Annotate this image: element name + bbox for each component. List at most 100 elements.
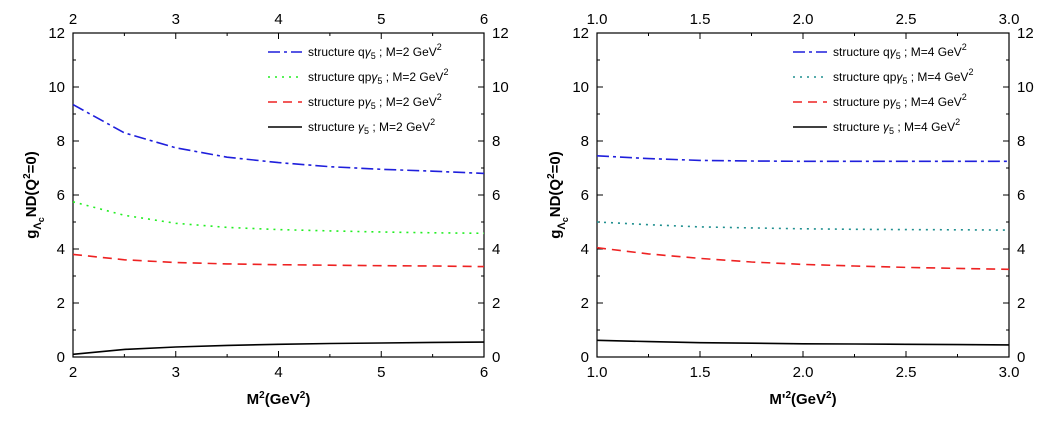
legend-label-value: =4 GeV: [921, 45, 962, 59]
series-line-2: [72, 201, 485, 235]
x-tick-label-bottom: 3.0: [999, 364, 1020, 381]
legend-label-sep: ;: [901, 45, 911, 59]
y-tick-label-left: 4: [57, 241, 65, 258]
x-axis-title-sup2: 2: [300, 390, 306, 401]
series-line-4: [596, 339, 1010, 346]
y-tick-label-right: 2: [492, 295, 500, 312]
y-axis-title-mid: ND: [547, 195, 564, 217]
y-tick-label-right: 4: [1017, 241, 1025, 258]
legend-label-pre: structure qp: [833, 70, 897, 84]
legend-label-value: =2 GeV: [396, 95, 437, 109]
y-axis-title-sub2: c: [560, 217, 570, 222]
y-tick-label-left: 10: [48, 79, 65, 96]
legend-label-m: M: [911, 95, 921, 109]
legend-label-unit-sup: 2: [430, 117, 435, 127]
x-tick-label-bottom: 2.0: [793, 364, 814, 381]
y-axis-title-tail: (Q: [23, 179, 40, 196]
x-axis-title-end: ): [305, 391, 310, 408]
y-tick-label-right: 2: [1017, 295, 1025, 312]
y-tick-label-left: 8: [57, 133, 65, 150]
legend-label-4: structure γ5 ; M=4 GeV2: [833, 117, 960, 136]
y-tick-label-left: 12: [48, 25, 65, 42]
legend-label-pre: structure q: [833, 45, 890, 59]
y-tick-label-right: 10: [1017, 79, 1034, 96]
series-line-1: [72, 103, 485, 175]
y-tick-label-right: 8: [1017, 133, 1025, 150]
legend-label-unit-sup: 2: [437, 92, 442, 102]
legend-label-gamma-sub: 5: [371, 101, 376, 111]
x-tick-label-top: 4: [274, 11, 282, 28]
legend-label-3: structure pγ5 ; M=2 GeV2: [308, 92, 442, 111]
x-axis-title-sup: 2: [785, 390, 791, 401]
y-axis-title: gΛcND(Q2=0): [22, 151, 46, 239]
y-tick-label-left: 2: [581, 295, 589, 312]
legend-label-unit-sup: 2: [962, 42, 967, 52]
y-axis-title-sup: 2: [22, 173, 33, 179]
legend-label-unit-sup: 2: [443, 67, 448, 77]
x-tick-label-bottom: 4: [274, 364, 282, 381]
x-axis-title-sup2: 2: [826, 390, 832, 401]
x-axis-title: M2(GeV2): [247, 390, 311, 408]
y-tick-label-right: 6: [492, 187, 500, 204]
x-axis-title-end: ): [832, 391, 837, 408]
legend-label-unit-sup: 2: [955, 117, 960, 127]
legend-label-unit-sup: 2: [968, 67, 973, 77]
y-tick-label-left: 12: [572, 25, 589, 42]
x-tick-label-bottom: 5: [377, 364, 385, 381]
y-tick-label-left: 4: [581, 241, 589, 258]
legend-label-gamma: γ: [365, 45, 372, 59]
legend-label-gamma-sub: 5: [377, 76, 382, 86]
legend-label-1: structure qγ5 ; M=2 GeV2: [308, 42, 442, 61]
legend-label-pre: structure q: [308, 45, 365, 59]
legend-label-value: =2 GeV: [402, 70, 443, 84]
x-axis-title-rest: (GeV: [265, 391, 300, 408]
legend-label-pre: structure qp: [308, 70, 372, 84]
legend-label-gamma-sub: 5: [896, 101, 901, 111]
y-axis-title-mid: ND: [23, 195, 40, 217]
x-tick-label-bottom: 2.5: [896, 364, 917, 381]
legend-label-sep: ;: [376, 95, 386, 109]
y-tick-label-right: 4: [492, 241, 500, 258]
legend-label-pre: structure p: [308, 95, 365, 109]
legend-label-gamma: γ: [365, 95, 372, 109]
legend-label-3: structure pγ5 ; M=4 GeV2: [833, 92, 967, 111]
y-axis-title-sub2: c: [36, 217, 46, 222]
y-tick-label-right: 8: [492, 133, 500, 150]
x-tick-label-top: 3: [172, 11, 180, 28]
legend-label-value: =4 GeV: [921, 95, 962, 109]
legend-label-pre: structure: [833, 120, 883, 134]
y-axis-title-tail: (Q: [547, 179, 564, 196]
x-axis-title-rest: (GeV: [791, 391, 826, 408]
y-tick-label-left: 8: [581, 133, 589, 150]
legend-label-sep: ;: [907, 70, 917, 84]
x-tick-label-bottom: 1.5: [690, 364, 711, 381]
y-tick-label-left: 6: [57, 187, 65, 204]
legend-label-unit-sup: 2: [962, 92, 967, 102]
legend-label-m: M: [386, 45, 396, 59]
x-tick-label-top: 6: [480, 11, 488, 28]
x-axis-title-main: M: [247, 391, 260, 408]
y-tick-label-right: 12: [1017, 25, 1034, 42]
legend-label-gamma-sub: 5: [371, 51, 376, 61]
x-tick-label-bottom: 1.0: [587, 364, 608, 381]
y-tick-label-left: 2: [57, 295, 65, 312]
y-axis-title-end: =0): [23, 151, 40, 173]
x-tick-label-top: 5: [377, 11, 385, 28]
y-tick-label-right: 6: [1017, 187, 1025, 204]
legend-label-gamma: γ: [896, 70, 903, 84]
x-tick-label-bottom: 2: [69, 364, 77, 381]
legend-label-unit-sup: 2: [437, 42, 442, 52]
legend-label-gamma: γ: [890, 45, 897, 59]
legend-label-gamma: γ: [371, 70, 378, 84]
legend-label-m: M: [379, 120, 389, 134]
x-tick-label-top: 3.0: [999, 11, 1020, 28]
series-line-2: [596, 221, 1010, 231]
legend-label-4: structure γ5 ; M=2 GeV2: [308, 117, 435, 136]
legend-label-pre: structure p: [833, 95, 890, 109]
legend-label-sep: ;: [382, 70, 392, 84]
legend-label-value: =4 GeV: [927, 70, 968, 84]
legend-label-value: =4 GeV: [914, 120, 955, 134]
legend-label-gamma-sub: 5: [902, 76, 907, 86]
